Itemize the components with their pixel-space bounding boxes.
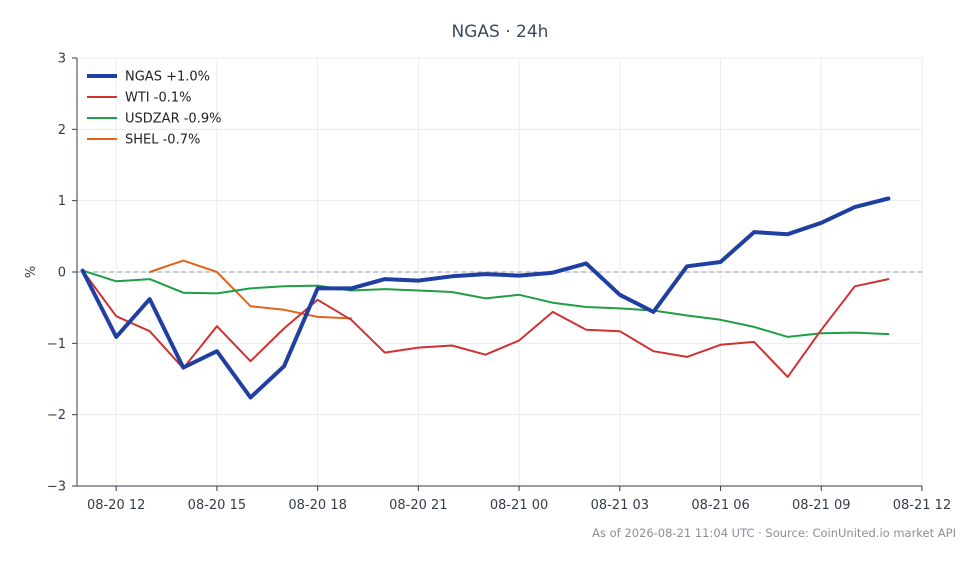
- y-axis-ticks: −3 −2 −1 0 1 2 3: [47, 52, 77, 495]
- y-tick-label: 1: [58, 194, 66, 209]
- x-tick-label: 08-20 15: [188, 498, 246, 513]
- y-tick-label: −2: [47, 408, 66, 423]
- series-line-wti: [81, 269, 890, 378]
- y-tick-label: −3: [47, 480, 66, 495]
- series-line-shel: [148, 259, 353, 320]
- y-tick-label: 0: [58, 266, 66, 281]
- y-tick-label: −1: [47, 337, 66, 352]
- series-line-ngas: [80, 196, 891, 400]
- y-tick-label: 2: [58, 123, 66, 138]
- x-tick-label: 08-21 06: [691, 498, 749, 513]
- legend-entry: USDZAR -0.9%: [125, 112, 221, 127]
- chart-title: NGAS · 24h: [452, 22, 549, 42]
- legend-entry: SHEL -0.7%: [125, 133, 200, 148]
- footer-source: As of 2026-08-21 11:04 UTC · Source: Coi…: [592, 526, 956, 540]
- x-tick-label: 08-21 09: [792, 498, 850, 513]
- x-tick-label: 08-21 12: [893, 498, 951, 513]
- x-tick-label: 08-20 12: [87, 498, 145, 513]
- series-lines: [80, 196, 891, 400]
- legend-entry: WTI -0.1%: [125, 91, 191, 106]
- y-axis-label: %: [24, 266, 39, 278]
- legend: NGAS +1.0% WTI -0.1% USDZAR -0.9% SHEL -0.7…: [87, 70, 221, 148]
- x-tick-label: 08-20 21: [389, 498, 447, 513]
- x-axis-ticks: 08-20 12 08-20 15 08-20 18 08-20 21 08-21 00…: [87, 486, 951, 513]
- series-line-usdzar: [81, 269, 890, 338]
- x-tick-label: 08-21 00: [490, 498, 548, 513]
- x-tick-label: 08-20 18: [288, 498, 346, 513]
- y-tick-label: 3: [58, 52, 66, 67]
- legend-entry: NGAS +1.0%: [125, 70, 210, 85]
- x-tick-label: 08-21 03: [591, 498, 649, 513]
